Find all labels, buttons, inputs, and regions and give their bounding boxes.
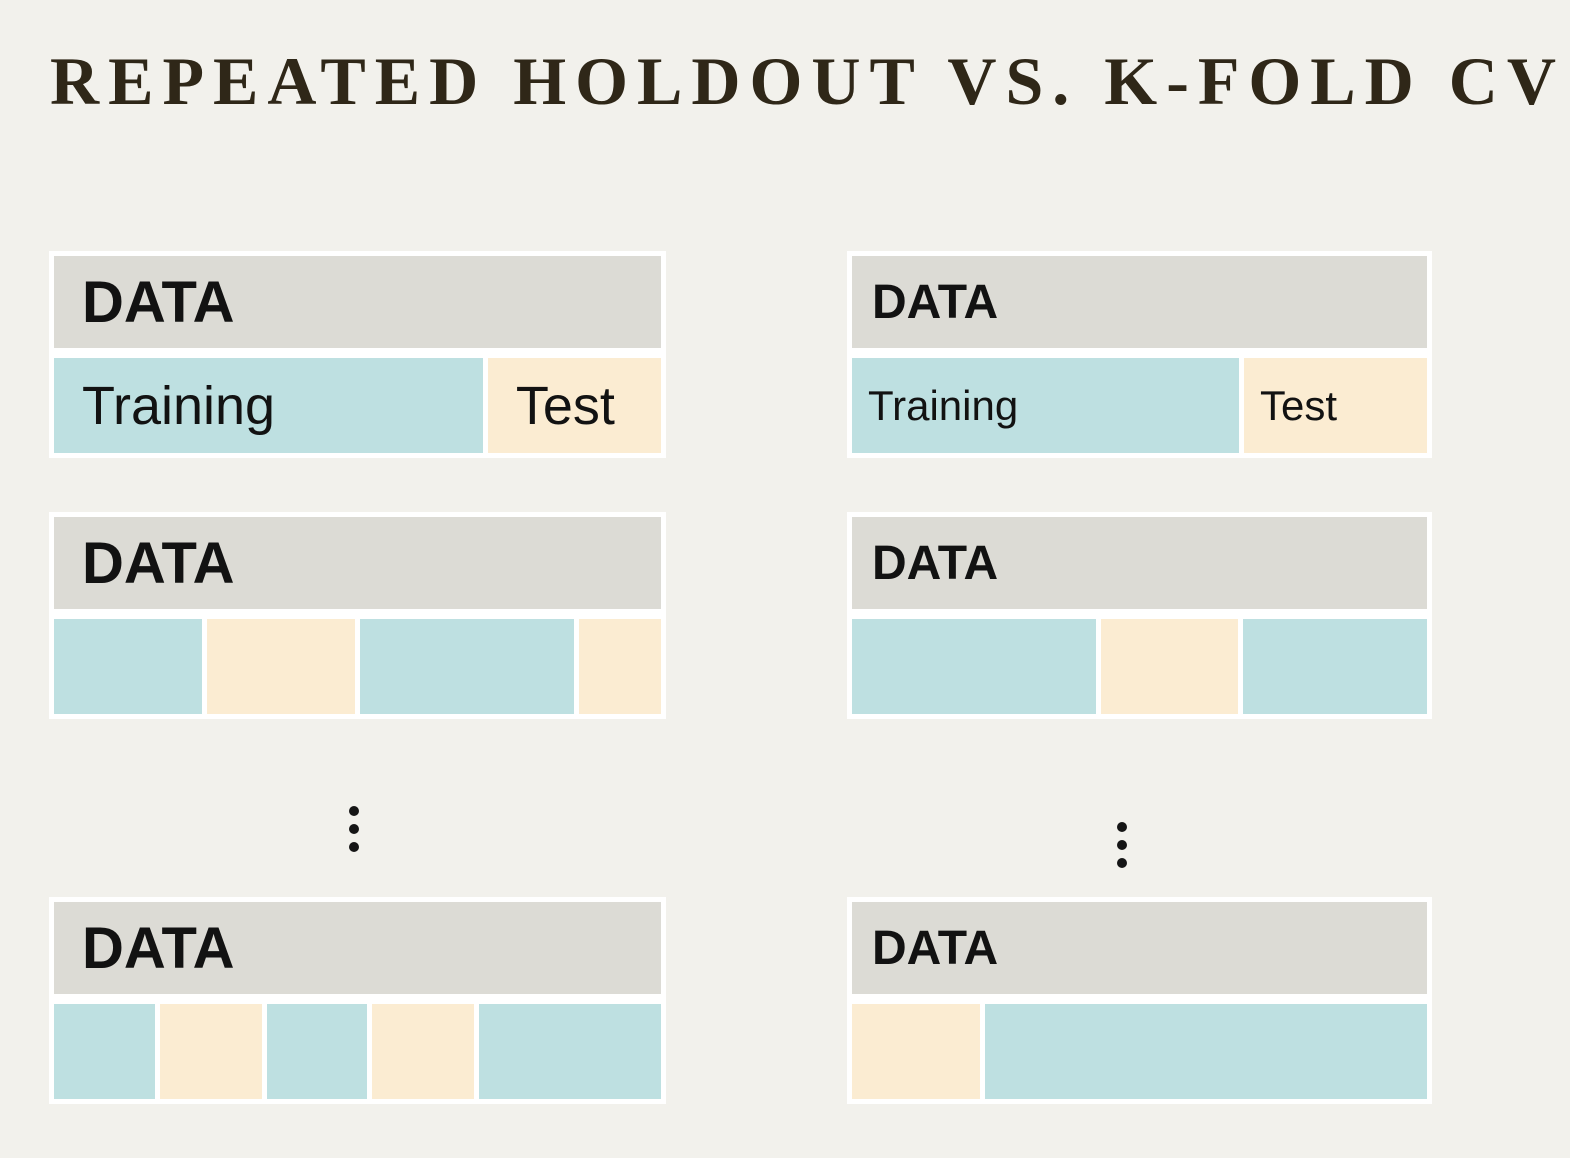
test-segment — [160, 1004, 262, 1099]
data-header-bar: DATA — [54, 517, 661, 609]
vertical-ellipsis-right — [1117, 822, 1127, 868]
test-segment — [206, 619, 355, 714]
data-label: DATA — [872, 921, 999, 975]
training-segment: Training — [852, 358, 1239, 453]
segments-row — [852, 619, 1427, 714]
test-segment: Test — [487, 358, 661, 453]
data-header-bar: DATA — [54, 902, 661, 994]
training-segment — [54, 1004, 156, 1099]
data-label: DATA — [872, 275, 999, 329]
kfold-cv-block-1: DATA Training Test — [847, 251, 1432, 458]
data-header-bar: DATA — [852, 902, 1427, 994]
data-label: DATA — [82, 915, 235, 981]
ellipsis-dot — [349, 806, 359, 816]
training-segment — [1243, 619, 1427, 714]
ellipsis-dot — [1117, 822, 1127, 832]
data-header-bar: DATA — [852, 517, 1427, 609]
ellipsis-dot — [1117, 840, 1127, 850]
test-segment — [1101, 619, 1239, 714]
segments-row: Training Test — [852, 358, 1427, 453]
repeated-holdout-block-3: DATA — [49, 897, 666, 1104]
test-label: Test — [1259, 381, 1337, 429]
training-segment: Training — [54, 358, 483, 453]
segments-row — [852, 1004, 1427, 1099]
test-segment — [852, 1004, 980, 1099]
data-label: DATA — [872, 536, 999, 590]
training-segment — [478, 1004, 661, 1099]
ellipsis-dot — [349, 824, 359, 834]
training-label: Training — [868, 381, 1019, 429]
data-label: DATA — [82, 530, 235, 596]
training-segment — [852, 619, 1097, 714]
training-label: Training — [82, 375, 276, 436]
segments-row: Training Test — [54, 358, 661, 453]
repeated-holdout-block-1: DATA Training Test — [49, 251, 666, 458]
data-header-bar: DATA — [852, 256, 1427, 348]
training-segment — [360, 619, 575, 714]
segments-row — [54, 1004, 661, 1099]
vertical-ellipsis-left — [349, 806, 359, 852]
data-label: DATA — [82, 269, 235, 335]
data-header-bar: DATA — [54, 256, 661, 348]
test-segment: Test — [1243, 358, 1427, 453]
test-segment — [579, 619, 661, 714]
ellipsis-dot — [349, 842, 359, 852]
test-segment — [372, 1004, 474, 1099]
segments-row — [54, 619, 661, 714]
ellipsis-dot — [1117, 858, 1127, 868]
page-title: REPEATED HOLDOUT VS. K-FOLD CV — [50, 43, 1565, 119]
training-segment — [266, 1004, 368, 1099]
test-label: Test — [515, 375, 615, 436]
kfold-cv-block-2: DATA — [847, 512, 1432, 719]
training-segment — [984, 1004, 1427, 1099]
training-segment — [54, 619, 202, 714]
kfold-cv-block-3: DATA — [847, 897, 1432, 1104]
repeated-holdout-block-2: DATA — [49, 512, 666, 719]
